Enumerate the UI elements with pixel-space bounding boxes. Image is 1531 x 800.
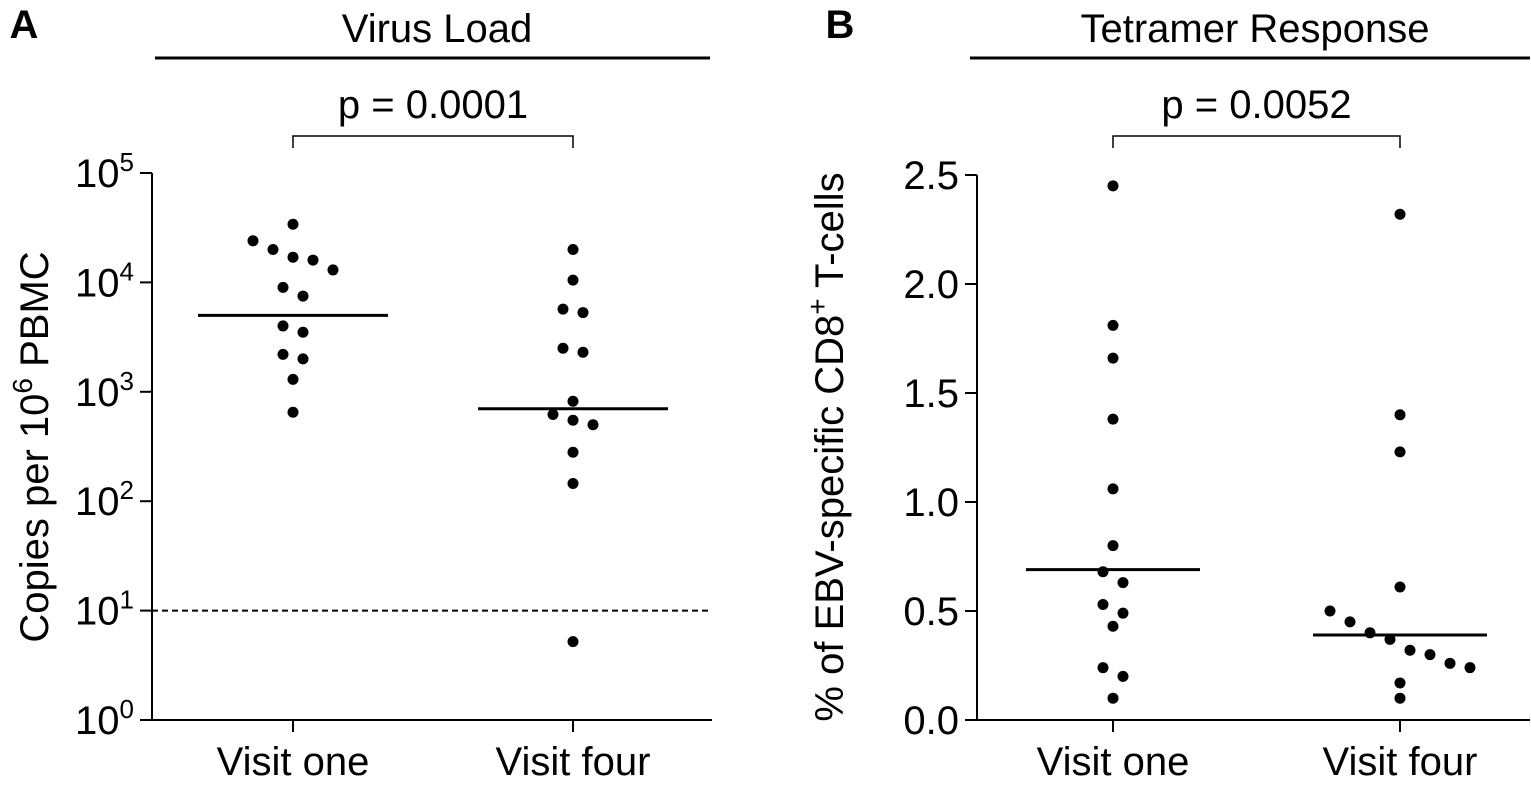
data-point	[1404, 644, 1416, 656]
data-point	[1107, 692, 1119, 704]
y-tick-label: 102	[75, 475, 134, 524]
data-point	[1424, 649, 1436, 661]
data-point	[547, 409, 559, 421]
data-point	[1394, 446, 1406, 458]
data-point	[567, 636, 579, 648]
data-point	[1107, 413, 1119, 425]
y-tick-label: 101	[75, 585, 134, 634]
panel-letter: A	[10, 3, 39, 47]
y-tick-label: 104	[75, 256, 134, 305]
panel-b: B Tetramer Response p = 0.0052 0.0 0.5 1.0 1.5…	[802, 3, 1530, 784]
data-point	[297, 326, 309, 338]
data-point	[1444, 657, 1456, 669]
y-tick-label: 2.0	[903, 263, 959, 307]
data-point	[1324, 605, 1336, 617]
data-point	[587, 419, 599, 431]
data-point	[1394, 208, 1406, 220]
x-category-label: Visit four	[496, 740, 651, 784]
data-point	[277, 348, 289, 360]
data-point	[567, 395, 579, 407]
x-category-label: Visit one	[217, 740, 370, 784]
data-point	[577, 307, 589, 319]
p-value-label: p = 0.0052	[1161, 83, 1351, 127]
panel-title: Virus Load	[342, 7, 533, 51]
data-point	[1394, 692, 1406, 704]
panel-a: A Virus Load p = 0.0001 100 101 102 103 104 105 C…	[7, 3, 712, 784]
data-point	[277, 281, 289, 293]
data-point	[567, 478, 579, 490]
significance-bracket	[1112, 135, 1401, 148]
x-category-label: Visit one	[1037, 740, 1190, 784]
data-point	[287, 373, 299, 385]
data-point	[1097, 598, 1109, 610]
y-tick-label: 2.5	[903, 154, 959, 198]
x-category-label: Visit four	[1323, 740, 1478, 784]
data-point	[1107, 180, 1119, 192]
data-point	[1364, 627, 1376, 639]
data-point	[567, 446, 579, 458]
data-point	[297, 290, 309, 302]
data-point	[287, 218, 299, 230]
panel-title: Tetramer Response	[1080, 7, 1429, 51]
y-axis-label: Copies per 106 PBMC	[7, 251, 57, 642]
data-point	[567, 274, 579, 286]
data-point	[557, 303, 569, 315]
y-tick-label: 105	[75, 147, 134, 196]
data-point	[577, 346, 589, 358]
y-tick-label: 1.5	[903, 372, 959, 416]
data-point	[287, 251, 299, 263]
y-axis-label: % of EBV-specific CD8+ T-cells	[802, 172, 852, 721]
data-point	[1097, 566, 1109, 578]
data-point	[1107, 352, 1119, 364]
y-tick-label: 0.5	[903, 590, 959, 634]
data-point	[1394, 409, 1406, 421]
significance-bracket	[292, 135, 574, 148]
data-point	[1107, 483, 1119, 495]
data-point	[1394, 581, 1406, 593]
data-point	[1117, 670, 1129, 682]
data-point	[567, 243, 579, 255]
data-point	[567, 414, 579, 426]
data-point	[1107, 319, 1119, 331]
data-point	[247, 235, 259, 247]
data-point	[1394, 677, 1406, 689]
y-tick-label: 0.0	[903, 699, 959, 743]
data-point	[1107, 620, 1119, 632]
y-tick-label: 103	[75, 366, 134, 415]
y-tick-label: 100	[75, 694, 134, 743]
data-point	[1117, 607, 1129, 619]
data-point	[277, 320, 289, 332]
data-point	[1384, 633, 1396, 645]
p-value-label: p = 0.0001	[338, 83, 528, 127]
data-point	[1117, 577, 1129, 589]
y-tick-label: 1.0	[903, 481, 959, 525]
data-point	[557, 342, 569, 354]
data-point	[1464, 662, 1476, 674]
data-point	[327, 264, 339, 276]
data-point	[267, 243, 279, 255]
data-point	[1344, 616, 1356, 628]
data-point	[1097, 662, 1109, 674]
data-point	[297, 353, 309, 365]
data-point	[307, 254, 319, 266]
panel-letter: B	[826, 3, 855, 47]
data-point	[1107, 540, 1119, 552]
data-point	[287, 406, 299, 418]
